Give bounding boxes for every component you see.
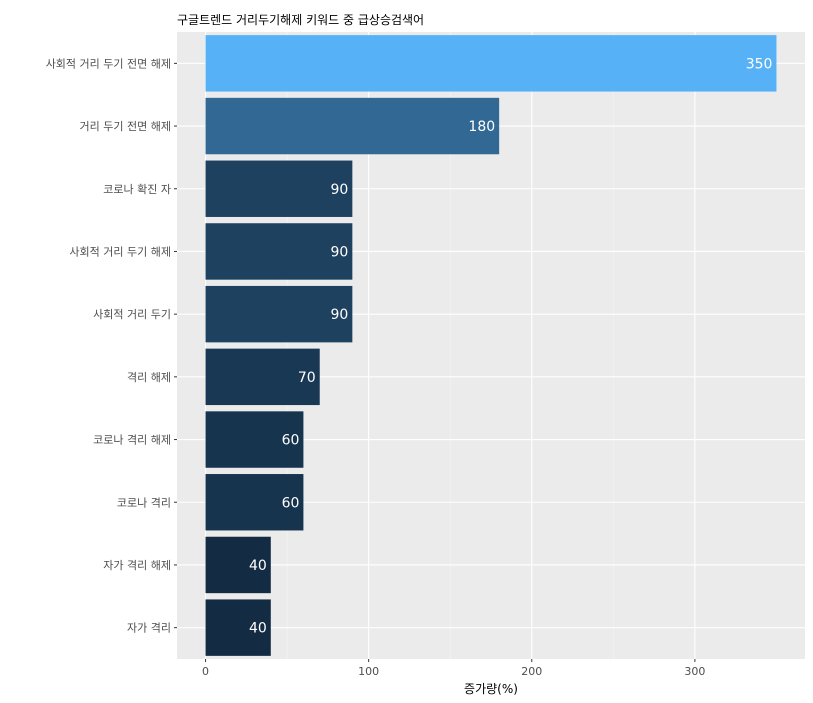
bar-value-label: 60 <box>282 433 300 449</box>
bar <box>205 474 304 531</box>
bar <box>205 348 320 406</box>
bar-value-label: 60 <box>282 495 300 511</box>
bar <box>205 35 777 92</box>
x-tick-label: 300 <box>684 665 705 678</box>
bar-value-label: 90 <box>331 182 349 198</box>
x-axis: 0 100 200 300 <box>202 659 705 678</box>
bar <box>205 223 353 280</box>
y-tick-label: 사회적 거리 두기 해제 <box>69 244 171 258</box>
x-tick-label: 100 <box>358 665 379 678</box>
y-tick-label: 코로나 격리 <box>117 496 171 509</box>
bars <box>205 35 777 656</box>
bar-value-label: 90 <box>331 244 349 260</box>
chart-title: 구글트렌드 거리두기해제 키워드 중 급상승검색어 <box>177 13 424 27</box>
y-tick-label: 거리 두기 전면 해제 <box>80 119 171 133</box>
y-tick-label: 사회적 거리 두기 <box>93 308 171 321</box>
x-tick-label: 200 <box>521 665 542 678</box>
y-tick-label: 코로나 격리 해제 <box>93 433 171 447</box>
bar <box>205 285 353 343</box>
bar <box>205 411 304 468</box>
bar-value-label: 70 <box>298 370 316 386</box>
bar-value-label: 180 <box>468 119 495 135</box>
bar-value-label: 40 <box>249 621 267 637</box>
bar <box>205 536 271 594</box>
y-tick-label: 자가 격리 해제 <box>103 558 171 572</box>
y-tick-label: 자가 격리 <box>127 622 171 635</box>
bar <box>205 97 500 155</box>
bar-value-label: 40 <box>249 558 267 574</box>
bar <box>205 599 271 656</box>
y-tick-label: 코로나 확진 자 <box>103 183 171 196</box>
bar-value-label: 350 <box>746 56 773 72</box>
bar-value-label: 90 <box>331 307 349 323</box>
bar-labels: 350 180 90 90 90 70 60 60 40 40 <box>249 56 772 636</box>
bar <box>205 160 353 217</box>
x-axis-title: 증가량(%) <box>464 682 518 696</box>
x-tick-label: 0 <box>202 665 209 678</box>
y-tick-label: 격리 해제 <box>127 370 171 384</box>
y-tick-label: 사회적 거리 두기 전면 해제 <box>46 56 171 70</box>
